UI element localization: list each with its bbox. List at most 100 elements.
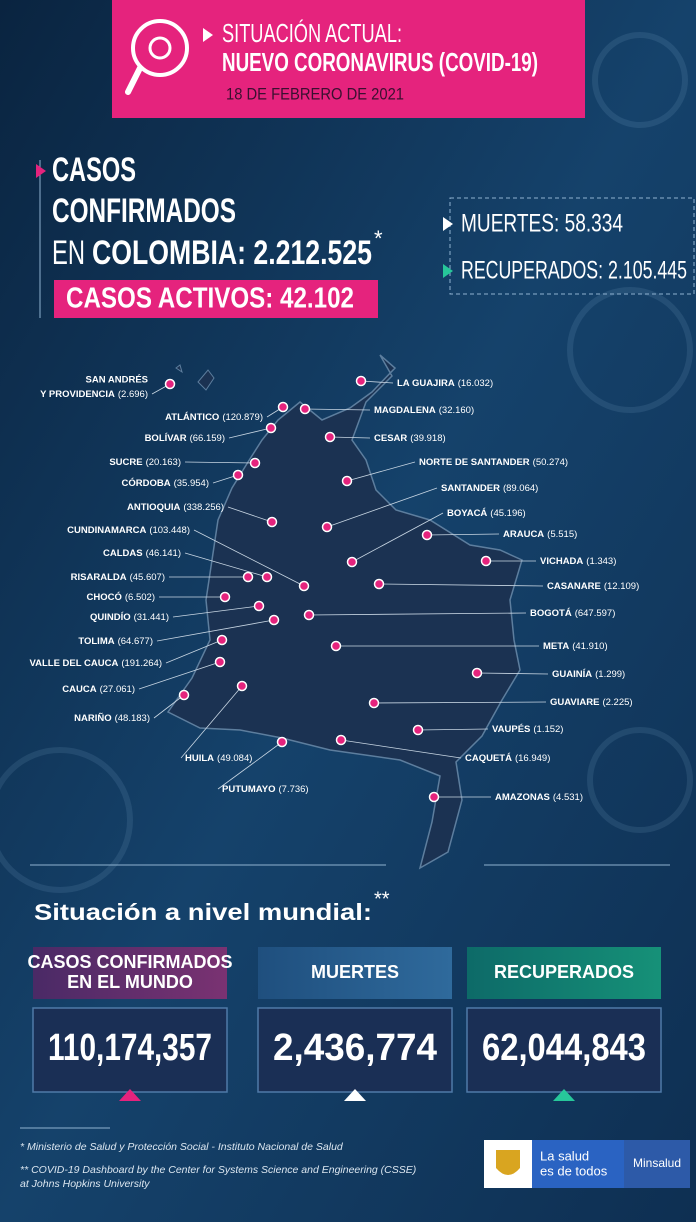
department-dot (249, 457, 261, 469)
card-arrow (344, 1089, 366, 1101)
department-count: (66.159) (190, 433, 225, 444)
department-label: TOLIMA (64.677) (78, 636, 153, 647)
department-label: GUAVIARE (2.225) (550, 697, 633, 708)
leader-line (156, 619, 275, 642)
logo-box (532, 1140, 624, 1188)
arrow-icon (36, 164, 46, 178)
department-name: CAUCA (62, 684, 96, 695)
card-arrow (553, 1089, 575, 1101)
department-count: (120.879) (222, 412, 263, 423)
cases-heading: CASOS (52, 151, 136, 189)
department-name: HUILA (185, 753, 214, 764)
card-label: RECUPERADOS (494, 962, 634, 982)
arrow-icon (443, 217, 453, 231)
department-dot (242, 571, 254, 583)
department-label: CHOCÓ (6.502) (87, 591, 155, 603)
department-dot (299, 403, 311, 415)
header-box (112, 0, 585, 118)
card-header (33, 947, 227, 999)
leader-line (329, 436, 371, 439)
card-label: MUERTES (311, 962, 399, 982)
cases-heading: EN (52, 234, 85, 272)
department-dot (412, 724, 424, 736)
department-name: ANTIOQUIA (127, 502, 180, 513)
department-dot (303, 609, 315, 621)
virus-icon (148, 36, 172, 60)
virus-decoration (0, 32, 693, 893)
department-count: (45.196) (490, 508, 525, 519)
department-name: BOYACÁ (447, 508, 487, 519)
department-label: ANTIOQUIA (338.256) (127, 502, 224, 513)
department-count: (89.064) (503, 483, 538, 494)
department-dot (480, 555, 492, 567)
card-arrow (119, 1089, 141, 1101)
department-label: CAUCA (27.061) (62, 684, 135, 695)
header-subtitle: NUEVO CORONAVIRUS (COVID-19) (222, 47, 538, 77)
department-name: ARAUCA (503, 529, 544, 540)
header-title: SITUACIÓN ACTUAL: (222, 18, 402, 48)
arrow-icon (203, 28, 213, 42)
card-value-box (32, 1007, 228, 1093)
card-label: CASOS CONFIRMADOS (27, 952, 232, 972)
leader-line (228, 427, 272, 439)
department-dot (178, 689, 190, 701)
department-count: (64.677) (118, 636, 153, 647)
department-label: CESAR (39.918) (374, 433, 446, 444)
department-count: (191.264) (121, 658, 162, 669)
department-name: NORTE DE SANTANDER (419, 457, 530, 468)
leader-line (378, 583, 544, 587)
department-name: CHOCÓ (87, 591, 122, 603)
logo-slogan: es de todos (540, 1163, 608, 1178)
department-label: BOYACÁ (45.196) (447, 508, 526, 519)
stats-box (449, 197, 695, 295)
logo-shield (496, 1150, 520, 1175)
department-label: NARIÑO (48.183) (74, 713, 150, 724)
department-dot (219, 591, 231, 603)
department-label: HUILA (49.084) (185, 753, 252, 764)
department-count: (2.225) (602, 697, 632, 708)
department-dot (253, 600, 265, 612)
department-label: PUTUMAYO (7.736) (222, 784, 309, 795)
department-dot (232, 469, 244, 481)
department-count: (1.299) (595, 669, 625, 680)
virus-icon (131, 19, 189, 77)
leader-line (184, 552, 268, 578)
footnote: at Johns Hopkins University (20, 1178, 150, 1190)
department-count: (20.163) (146, 457, 181, 468)
deaths: MUERTES: 58.334 (461, 210, 623, 238)
department-name: ATLÁNTICO (165, 412, 219, 423)
leader-line (227, 506, 273, 523)
department-count: (35.954) (174, 478, 209, 489)
logo-box (624, 1140, 690, 1188)
leader-line (360, 380, 394, 384)
department-count: (45.607) (130, 572, 165, 583)
department-count: (16.949) (515, 753, 550, 764)
logo-brand: Minsalud (633, 1156, 681, 1170)
department-dot (216, 634, 228, 646)
department-dot (236, 680, 248, 692)
card-label: EN EL MUNDO (67, 972, 193, 992)
header-date: 18 DE FEBRERO DE 2021 (226, 84, 404, 103)
department-label: CAQUETÁ (16.949) (465, 753, 550, 764)
department-dot (214, 656, 226, 668)
department-dot (421, 529, 433, 541)
card-header (258, 947, 452, 999)
department-count: (32.160) (439, 405, 474, 416)
department-count: (41.910) (572, 641, 607, 652)
department-label: QUINDÍO (31.441) (90, 612, 169, 623)
department-label: LA GUAJIRA (16.032) (397, 378, 493, 389)
cases-heading: CONFIRMADOS (52, 192, 236, 230)
department-count: (46.141) (146, 548, 181, 559)
islands-map (175, 364, 215, 391)
department-dot (266, 516, 278, 528)
leader-line (153, 694, 185, 719)
department-label: ARAUCA (5.515) (503, 529, 577, 540)
leader-line (308, 612, 527, 616)
footnote: * Ministerio de Salud y Protección Socia… (20, 1141, 344, 1153)
department-name: META (543, 641, 569, 652)
department-label: NORTE DE SANTANDER (50.274) (419, 457, 568, 468)
department-label: VICHADA (1.343) (540, 556, 616, 567)
department-dot (298, 580, 310, 592)
leader-line (476, 672, 549, 675)
